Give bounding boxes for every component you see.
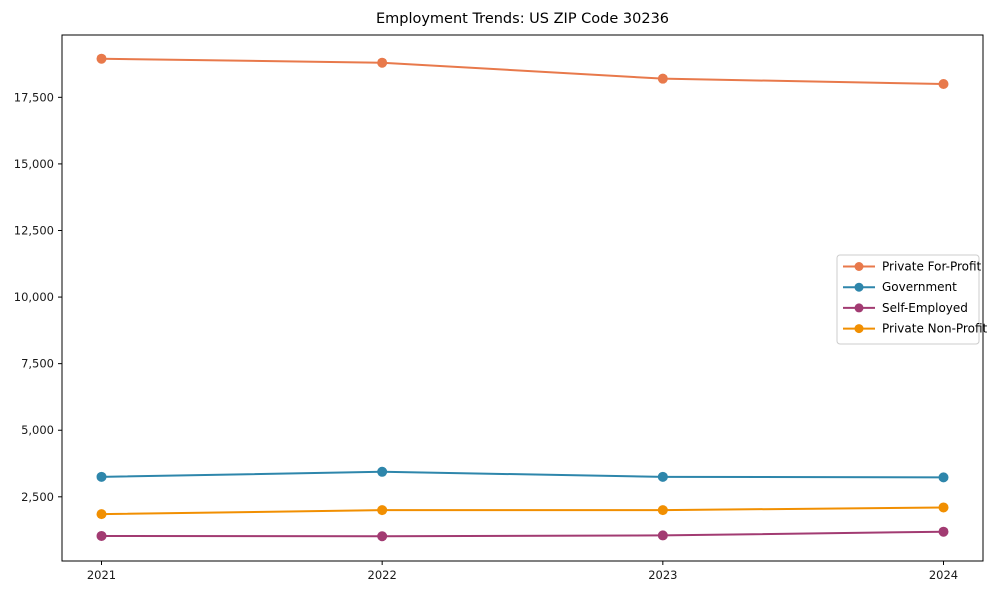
data-point-marker: [938, 502, 949, 513]
legend-sample-marker: [854, 324, 864, 334]
y-tick-label: 17,500: [14, 90, 54, 104]
y-tick-label: 15,000: [14, 157, 54, 171]
y-tick-label: 2,500: [21, 490, 54, 504]
data-point-marker: [938, 526, 949, 537]
data-point-marker: [96, 530, 107, 541]
legend-label: Self-Employed: [882, 301, 968, 315]
data-point-marker: [96, 509, 107, 520]
y-tick-label: 5,000: [21, 423, 54, 437]
legend-label: Government: [882, 280, 957, 294]
data-point-marker: [657, 73, 668, 84]
data-point-marker: [377, 505, 388, 516]
data-point-marker: [657, 471, 668, 482]
legend-label: Private For-Profit: [882, 260, 982, 274]
x-tick-label: 2022: [368, 568, 397, 582]
data-point-marker: [938, 79, 949, 90]
data-point-marker: [377, 57, 388, 68]
y-tick-label: 10,000: [14, 290, 54, 304]
data-point-marker: [377, 531, 388, 542]
legend-box: [836, 254, 980, 345]
data-point-marker: [938, 472, 949, 483]
data-point-marker: [96, 53, 107, 64]
legend-label: Private Non-Profit: [882, 322, 988, 336]
legend-sample-marker: [854, 282, 864, 292]
x-tick-label: 2024: [929, 568, 958, 582]
series-line: [100, 530, 945, 538]
chart-title: Employment Trends: US ZIP Code 30236: [375, 11, 670, 27]
series-line: [100, 506, 945, 516]
data-point-marker: [657, 505, 668, 516]
series-line: [100, 57, 945, 86]
x-tick-label: 2021: [87, 568, 116, 582]
legend-sample-marker: [854, 262, 864, 271]
series-line: [100, 470, 945, 479]
y-tick-label: 12,500: [14, 223, 54, 237]
x-tick-label: 2023: [648, 568, 677, 582]
legend-sample-marker: [854, 303, 864, 313]
y-tick-label: 7,500: [21, 357, 54, 371]
data-point-marker: [96, 471, 107, 482]
data-point-marker: [377, 466, 388, 477]
legend: Private For-Profit Government Self-Employe…: [836, 254, 988, 345]
data-point-marker: [657, 530, 668, 541]
